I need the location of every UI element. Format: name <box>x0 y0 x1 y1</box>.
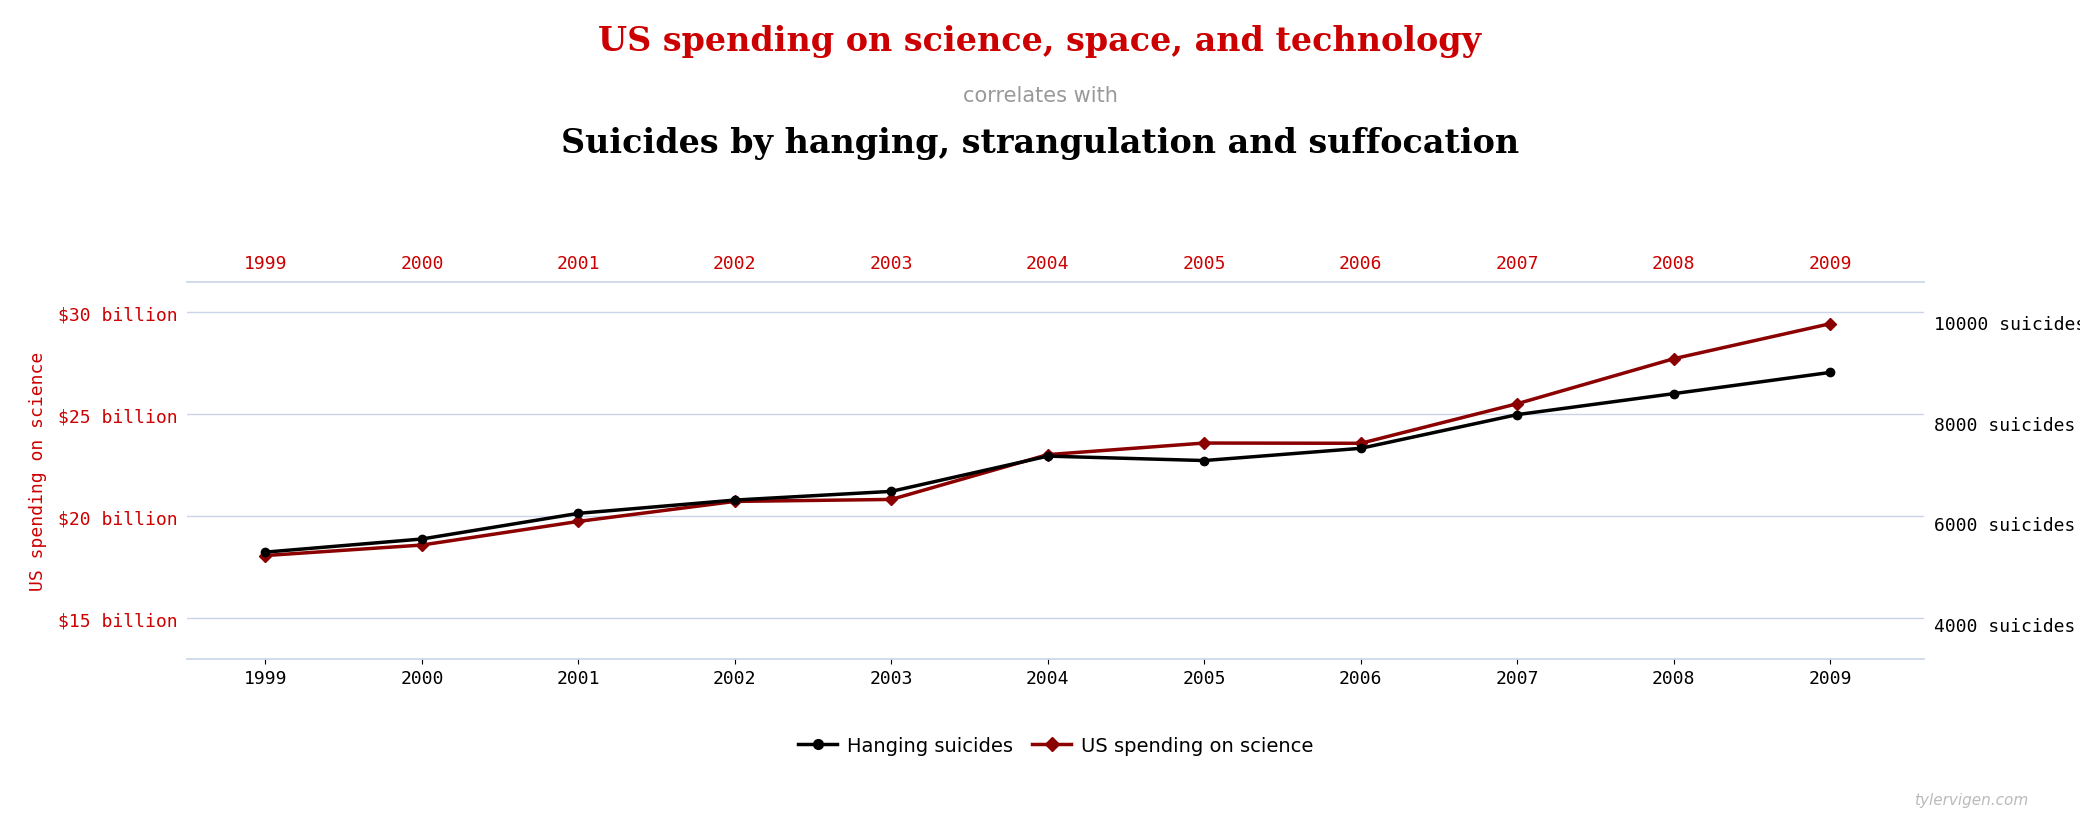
Legend: Hanging suicides, US spending on science: Hanging suicides, US spending on science <box>790 728 1321 762</box>
Text: US spending on science, space, and technology: US spending on science, space, and techn… <box>599 25 1481 57</box>
Text: Suicides by hanging, strangulation and suffocation: Suicides by hanging, strangulation and s… <box>562 127 1518 160</box>
Text: tylervigen.com: tylervigen.com <box>1914 792 2028 807</box>
Text: correlates with: correlates with <box>963 86 1117 106</box>
Y-axis label: US spending on science: US spending on science <box>29 351 46 590</box>
